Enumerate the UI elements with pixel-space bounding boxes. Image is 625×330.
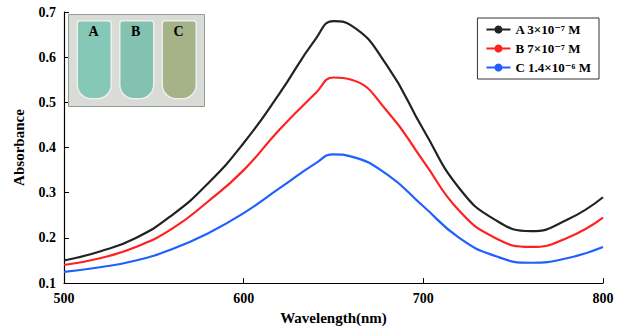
svg-text:Absorbance: Absorbance: [11, 109, 27, 186]
svg-text:C 1.4×10⁻⁶ M: C 1.4×10⁻⁶ M: [515, 60, 591, 75]
svg-text:Wavelength(nm): Wavelength(nm): [280, 310, 387, 327]
svg-text:B 7×10⁻⁷ M: B 7×10⁻⁷ M: [515, 41, 580, 56]
svg-text:0.7: 0.7: [39, 5, 57, 20]
svg-text:A 3×10⁻⁷ M: A 3×10⁻⁷ M: [515, 22, 580, 37]
svg-text:B: B: [131, 24, 140, 39]
svg-text:500: 500: [54, 291, 75, 306]
svg-text:600: 600: [233, 291, 254, 306]
svg-text:0.1: 0.1: [39, 276, 57, 291]
svg-text:0.5: 0.5: [39, 95, 57, 110]
svg-text:800: 800: [593, 291, 614, 306]
svg-text:0.3: 0.3: [39, 185, 57, 200]
svg-text:A: A: [89, 24, 100, 39]
svg-text:0.6: 0.6: [39, 50, 57, 65]
svg-text:700: 700: [413, 291, 434, 306]
svg-text:0.2: 0.2: [39, 230, 57, 245]
svg-text:C: C: [174, 24, 184, 39]
svg-text:0.4: 0.4: [39, 140, 57, 155]
